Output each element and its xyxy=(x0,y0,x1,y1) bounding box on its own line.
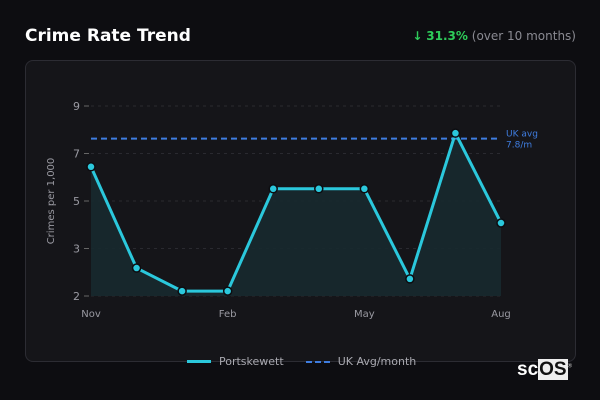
legend-swatch-uk xyxy=(305,360,330,363)
series-area xyxy=(91,133,501,296)
x-tick-label: Aug xyxy=(491,309,511,320)
legend: Portskewett UK Avg/month xyxy=(187,355,416,368)
data-point xyxy=(314,184,324,194)
legend-swatch-series xyxy=(187,360,211,363)
x-tick-label: Nov xyxy=(81,309,101,320)
change-indicator: ↓ 31.3% (over 10 months) xyxy=(412,29,576,43)
x-tick-label: May xyxy=(354,309,375,320)
y-tick-label: 2 xyxy=(73,290,80,303)
uk-avg-value-label: 7.8/m xyxy=(506,141,532,151)
legend-series-label: Portskewett xyxy=(219,355,284,368)
data-point xyxy=(268,184,278,194)
data-point xyxy=(496,218,506,228)
uk-avg-label: UK avg xyxy=(506,130,538,140)
x-tick-label: Feb xyxy=(219,309,237,320)
scos-logo: scOS® xyxy=(517,359,573,380)
data-point xyxy=(359,184,370,194)
y-tick-label: 3 xyxy=(73,243,80,256)
data-point xyxy=(86,162,96,172)
change-note: (over 10 months) xyxy=(471,29,576,43)
chart-title: Crime Rate Trend xyxy=(25,26,191,46)
y-axis-label: Crimes per 1,000 xyxy=(46,158,57,245)
data-point xyxy=(222,286,233,296)
data-point xyxy=(405,274,415,284)
data-point xyxy=(131,263,142,273)
y-tick-label: 5 xyxy=(73,195,80,208)
down-arrow-icon: ↓ xyxy=(412,29,423,43)
y-tick-label: 9 xyxy=(73,100,80,113)
change-percent: 31.3% xyxy=(426,29,468,43)
series-line xyxy=(89,131,503,293)
legend-uk-label: UK Avg/month xyxy=(337,355,417,368)
data-point xyxy=(177,286,187,296)
data-point xyxy=(450,128,461,138)
y-tick-label: 7 xyxy=(73,148,80,161)
